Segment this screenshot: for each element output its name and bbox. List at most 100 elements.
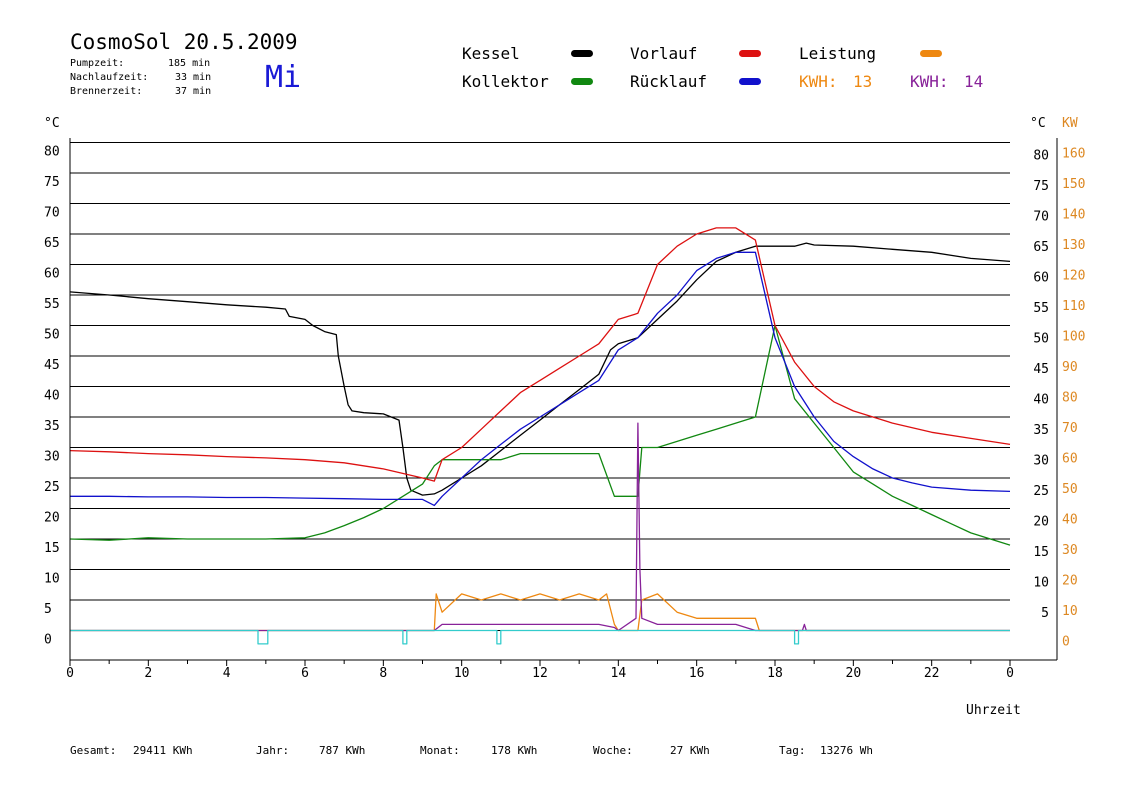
series-kessel	[69, 242, 1011, 496]
y-tick-label-kw: 0	[1062, 635, 1070, 650]
legend-kollektor-swatch	[571, 78, 593, 85]
y-tick-label-kw: 160	[1062, 147, 1085, 162]
y-tick-label-right: 55	[1033, 301, 1049, 316]
y-tick-label-right: 20	[1033, 515, 1049, 530]
y-tick-label-right: 75	[1033, 179, 1049, 194]
y-tick-label-left: 40	[44, 389, 60, 404]
legend-kessel-swatch	[571, 50, 593, 57]
y-tick-label-right: 40	[1033, 393, 1049, 408]
y-tick-label-kw: 70	[1062, 421, 1078, 436]
footer-total-label: Gesamt:	[70, 744, 117, 757]
series-ruecklauf	[70, 251, 1011, 507]
footer-year-value: 787 KWh	[319, 744, 366, 757]
y-axis-unit-left: °C	[44, 116, 60, 131]
x-tick-label: 20	[846, 666, 862, 681]
y-tick-label-right: 50	[1033, 332, 1049, 347]
footer-week-label: Woche:	[593, 744, 633, 757]
legend-kessel-label: Kessel	[462, 44, 520, 63]
y-tick-label-kw: 120	[1062, 269, 1085, 284]
y-tick-label-left: 75	[44, 175, 60, 190]
y-tick-label-kw: 50	[1062, 482, 1078, 497]
y-tick-label-right: 70	[1033, 210, 1049, 225]
y-tick-label-kw: 130	[1062, 238, 1085, 253]
y-tick-label-right: 25	[1033, 484, 1049, 499]
y-tick-label-left: 65	[44, 236, 60, 251]
y-tick-label-left: 30	[44, 450, 60, 465]
x-tick-label: 0	[66, 666, 74, 681]
y-axis-unit-right: °C	[1030, 116, 1046, 131]
series-leistung2	[70, 422, 1010, 632]
legend-leistung-swatch	[920, 50, 942, 57]
y-tick-label-kw: 80	[1062, 391, 1078, 406]
y-tick-label-left: 35	[44, 419, 60, 434]
legend-ruecklauf-label: Rücklauf	[630, 72, 708, 91]
x-tick-label: 6	[301, 666, 309, 681]
y-tick-label-kw: 100	[1062, 330, 1085, 345]
x-tick-label: 10	[454, 666, 470, 681]
followup-time-value: 33 min	[175, 72, 212, 83]
y-tick-label-right: 80	[1033, 149, 1049, 164]
y-tick-label-left: 60	[44, 267, 60, 282]
chart-title: CosmoSol 20.5.2009	[70, 30, 298, 54]
y-tick-label-left: 45	[44, 358, 60, 373]
burner-time-label: Brennerzeit:	[70, 86, 143, 97]
x-tick-label: 16	[689, 666, 705, 681]
y-tick-label-left: 55	[44, 297, 60, 312]
y-tick-label-left: 10	[44, 572, 60, 587]
legend-vorlauf-label: Vorlauf	[630, 44, 698, 63]
y-tick-label-kw: 140	[1062, 208, 1085, 223]
followup-time-label: Nachlaufzeit:	[70, 72, 149, 83]
legend-leistung-label: Leistung	[799, 44, 877, 63]
y-tick-label-kw: 150	[1062, 177, 1085, 192]
legend-ruecklauf-swatch	[739, 78, 761, 85]
y-tick-label-right: 10	[1033, 576, 1049, 591]
y-tick-label-left: 70	[44, 206, 60, 221]
y-axis-unit-kw: KW	[1062, 116, 1078, 131]
y-tick-label-right: 45	[1033, 362, 1049, 377]
legend-kollektor-label: Kollektor	[462, 72, 549, 91]
series-leistung	[70, 593, 1010, 632]
pump-time-label: Pumpzeit:	[70, 58, 125, 69]
y-tick-label-kw: 30	[1062, 543, 1078, 558]
series-pump	[70, 629, 1010, 645]
x-axis-label: Uhrzeit	[966, 703, 1021, 718]
y-tick-label-right: 15	[1033, 545, 1049, 560]
y-tick-label-kw: 40	[1062, 513, 1078, 528]
y-tick-label-kw: 90	[1062, 360, 1078, 375]
footer-day-label: Tag:	[779, 744, 806, 757]
x-tick-label: 22	[924, 666, 940, 681]
x-tick-label: 18	[767, 666, 783, 681]
footer-day-value: 13276 Wh	[820, 744, 873, 757]
y-tick-label-left: 20	[44, 511, 60, 526]
y-tick-label-right: 30	[1033, 454, 1049, 469]
footer-total-value: 29411 KWh	[133, 744, 193, 757]
legend-vorlauf-swatch	[739, 50, 761, 57]
weekday-label: Mi	[265, 60, 302, 95]
x-tick-label: 4	[223, 666, 231, 681]
y-tick-label-left: 5	[44, 602, 52, 617]
y-tick-label-right: 35	[1033, 423, 1049, 438]
legend-kwh2-label: KWH:	[910, 72, 949, 91]
series-kollektor	[69, 324, 1011, 546]
legend-kwh1-label: KWH:	[799, 72, 838, 91]
y-tick-label-kw: 20	[1062, 574, 1078, 589]
pump-time-value: 185 min	[168, 58, 211, 69]
x-tick-label: 2	[144, 666, 152, 681]
y-tick-label-left: 0	[44, 633, 52, 648]
y-tick-label-left: 25	[44, 480, 60, 495]
footer-month-value: 178 KWh	[491, 744, 538, 757]
x-tick-label: 8	[379, 666, 387, 681]
y-tick-label-right: 65	[1033, 240, 1049, 255]
y-tick-label-left: 50	[44, 328, 60, 343]
y-tick-label-kw: 60	[1062, 452, 1078, 467]
legend-kwh2-value: 14	[964, 72, 984, 91]
x-tick-label: 0	[1006, 666, 1014, 681]
y-tick-label-left: 15	[44, 541, 60, 556]
y-tick-label-right: 60	[1033, 271, 1049, 286]
series-vorlauf	[69, 227, 1011, 482]
x-tick-label: 12	[532, 666, 548, 681]
footer-month-label: Monat:	[420, 744, 460, 757]
footer-week-value: 27 KWh	[670, 744, 710, 757]
y-tick-label-kw: 110	[1062, 299, 1085, 314]
